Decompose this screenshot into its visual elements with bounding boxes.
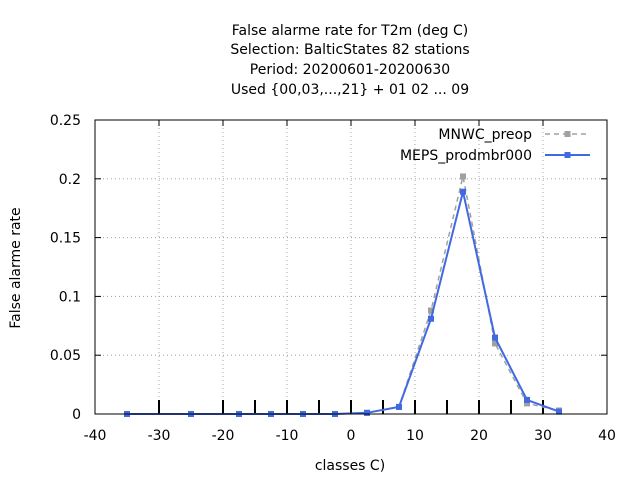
legend: MNWC_preop MEPS_prodmbr000 <box>400 127 590 164</box>
axis-ticks: -40 -30 -20 -10 0 10 20 30 40 0 0.05 0.1 0.15 0.2 0.25 <box>50 113 616 444</box>
x-tick-label: -20 <box>212 428 235 444</box>
data-point <box>460 173 466 180</box>
series-line <box>127 176 560 415</box>
x-tick-label: 30 <box>534 428 552 444</box>
x-tick-label: -40 <box>84 428 107 444</box>
y-tick-label: 0.25 <box>50 113 81 129</box>
y-tick-label: 0.05 <box>50 348 81 364</box>
legend-swatch-point <box>564 152 571 158</box>
title-line-3: Period: 20200601-20200630 <box>250 62 450 78</box>
y-tick-label: 0.1 <box>59 289 81 305</box>
x-tick-label: 40 <box>598 428 616 444</box>
data-point <box>428 315 434 322</box>
title-line-1: False alarme rate for T2m (deg C) <box>232 23 469 39</box>
data-point <box>492 334 498 341</box>
data-point <box>428 307 434 314</box>
data-point <box>364 409 370 416</box>
x-tick-label: 0 <box>347 428 356 444</box>
data-point <box>524 396 530 403</box>
data-point <box>556 408 562 415</box>
series-MEPS_prodmbr000 <box>124 188 562 417</box>
data-point <box>492 340 498 347</box>
data-point <box>396 403 402 410</box>
chart-title: False alarme rate for T2m (deg C) Select… <box>230 23 469 98</box>
x-axis-label: classes C) <box>315 458 385 474</box>
title-line-4: Used {00,03,...,21} + 01 02 ... 09 <box>231 82 469 98</box>
x-tick-label: -10 <box>276 428 299 444</box>
x-tick-label: 20 <box>470 428 488 444</box>
y-tick-label: 0.15 <box>50 231 81 247</box>
y-tick-label: 0.2 <box>59 172 81 188</box>
title-line-2: Selection: BalticStates 82 stations <box>230 42 469 58</box>
legend-item: MNWC_preop <box>438 127 590 143</box>
legend-swatch-point <box>564 131 571 137</box>
data-point <box>524 400 530 407</box>
y-axis-label: False alarme rate <box>8 207 24 328</box>
series-MNWC_preop <box>124 173 562 417</box>
legend-label: MEPS_prodmbr000 <box>400 148 532 164</box>
data-point <box>460 188 466 195</box>
x-tick-label: 10 <box>406 428 424 444</box>
x-tick-label: -30 <box>148 428 171 444</box>
grid <box>95 120 607 414</box>
series-layer <box>124 173 562 417</box>
y-tick-label: 0 <box>72 407 81 423</box>
legend-label: MNWC_preop <box>438 127 532 143</box>
legend-item: MEPS_prodmbr000 <box>400 148 590 164</box>
series-line <box>127 191 560 415</box>
